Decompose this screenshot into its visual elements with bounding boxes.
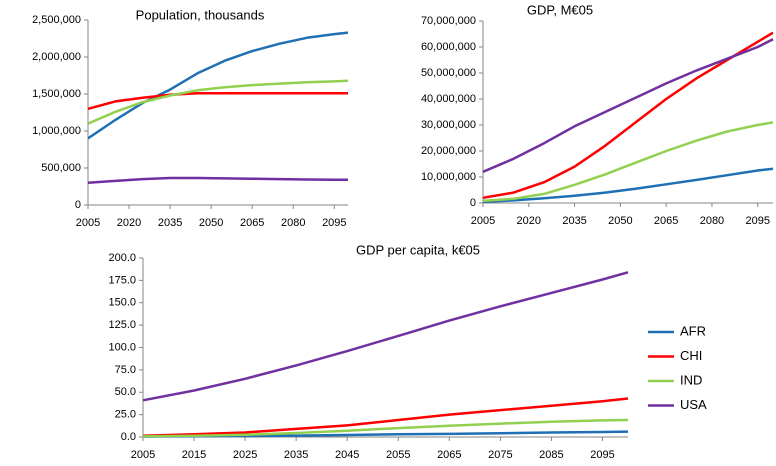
chart-title: Population, thousands xyxy=(136,7,265,22)
y-tick-label: 10,000,000 xyxy=(421,171,476,183)
series-line xyxy=(142,418,629,438)
legend-label: IND xyxy=(680,372,702,387)
x-tick-label: 2080 xyxy=(281,217,305,229)
series-line xyxy=(87,92,348,111)
legend-label: USA xyxy=(680,397,707,412)
legend-label: AFR xyxy=(680,323,706,338)
chart-title: GDP per capita, k€05 xyxy=(356,242,480,257)
y-tick-label: 40,000,000 xyxy=(421,93,476,105)
y-tick-label: 200.0 xyxy=(108,252,136,264)
y-tick-label: 30,000,000 xyxy=(421,119,476,131)
y-tick-label: 150.0 xyxy=(108,297,136,309)
x-tick-label: 2055 xyxy=(386,449,410,461)
x-tick-label: 2035 xyxy=(158,217,182,229)
series-line xyxy=(142,271,629,402)
y-tick-label: 125.0 xyxy=(108,319,136,331)
x-tick-label: 2050 xyxy=(199,217,223,229)
x-tick-label: 2025 xyxy=(233,449,257,461)
series-line xyxy=(482,167,774,203)
y-tick-label: 500,000 xyxy=(41,162,81,174)
x-tick-label: 2065 xyxy=(654,215,678,227)
x-tick-label: 2095 xyxy=(322,217,346,229)
x-tick-label: 2035 xyxy=(562,215,586,227)
x-tick-label: 2045 xyxy=(335,449,359,461)
series-line xyxy=(87,31,349,140)
y-tick-label: 60,000,000 xyxy=(421,41,476,53)
x-tick-label: 2005 xyxy=(76,217,100,229)
x-tick-label: 2035 xyxy=(284,449,308,461)
x-tick-label: 2075 xyxy=(488,449,512,461)
y-tick-label: 0 xyxy=(470,197,476,209)
x-tick-label: 2015 xyxy=(182,449,206,461)
x-tick-label: 2065 xyxy=(240,217,264,229)
legend-label: CHI xyxy=(680,348,702,363)
x-tick-label: 2085 xyxy=(539,449,563,461)
y-tick-label: 1,500,000 xyxy=(32,88,81,100)
y-tick-label: 1,000,000 xyxy=(32,125,81,137)
y-tick-label: 50,000,000 xyxy=(421,67,476,79)
x-tick-label: 2095 xyxy=(745,215,769,227)
y-tick-label: 2,000,000 xyxy=(32,51,81,63)
x-tick-label: 2020 xyxy=(517,215,541,227)
y-tick-label: 70,000,000 xyxy=(421,15,476,27)
x-tick-label: 2005 xyxy=(131,449,155,461)
y-tick-label: 175.0 xyxy=(108,274,136,286)
y-tick-label: 20,000,000 xyxy=(421,145,476,157)
series-line xyxy=(482,38,774,173)
x-tick-label: 2020 xyxy=(117,217,141,229)
x-tick-label: 2080 xyxy=(700,215,724,227)
series-line xyxy=(142,397,629,437)
y-tick-label: 100.0 xyxy=(108,341,136,353)
y-tick-label: 0.0 xyxy=(121,431,136,443)
series-line xyxy=(482,121,774,203)
y-tick-label: 25.0 xyxy=(115,409,136,421)
series-line xyxy=(87,79,349,125)
y-tick-label: 50.0 xyxy=(115,386,136,398)
chart-title: GDP, M€05 xyxy=(527,2,593,17)
y-tick-label: 0 xyxy=(75,199,81,211)
x-tick-label: 2065 xyxy=(437,449,461,461)
x-tick-label: 2050 xyxy=(608,215,632,227)
x-tick-label: 2095 xyxy=(590,449,614,461)
series-line xyxy=(87,176,348,185)
x-tick-label: 2005 xyxy=(471,215,495,227)
y-tick-label: 75.0 xyxy=(115,364,136,376)
y-tick-label: 2,500,000 xyxy=(32,14,81,26)
